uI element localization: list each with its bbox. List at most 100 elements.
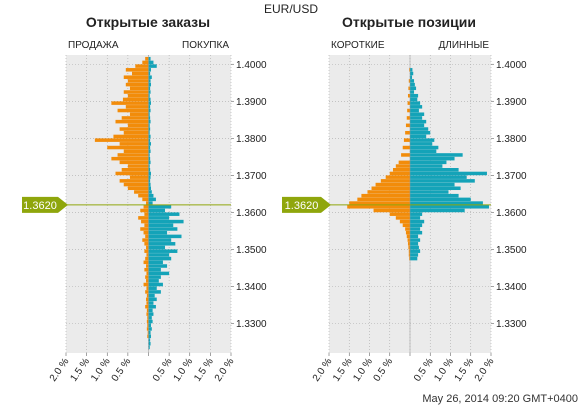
x-tick-label: 1.5 %: [68, 356, 92, 383]
bar-right: [148, 319, 153, 324]
bar-left: [113, 134, 149, 139]
bar-left: [143, 205, 149, 209]
bar-right: [410, 156, 455, 161]
bar-right: [410, 212, 423, 216]
bar-right: [148, 197, 156, 202]
bar-left: [145, 256, 149, 261]
bar-left: [399, 219, 410, 224]
bar-right: [410, 249, 421, 253]
bar-left: [147, 334, 149, 339]
bar-left: [385, 175, 410, 179]
bar-right: [148, 290, 161, 294]
bar-right: [148, 68, 151, 72]
current-price-tag: [282, 196, 331, 213]
bar-right: [148, 208, 165, 213]
bar-left: [146, 301, 149, 305]
bar-right: [148, 179, 151, 183]
bar-left: [145, 290, 149, 294]
bar-left: [347, 205, 410, 209]
bar-right: [410, 164, 443, 168]
bar-left: [405, 230, 410, 235]
bar-right: [148, 153, 150, 157]
y-tick-label: 1.3300: [236, 319, 267, 330]
y-tick-label: 1.3600: [236, 208, 267, 219]
bar-left: [349, 201, 410, 205]
current-price-label: 1.3620: [23, 200, 57, 212]
y-tick-label: 1.3300: [496, 319, 527, 330]
bar-left: [373, 208, 410, 213]
y-tick-label: 1.3700: [236, 171, 267, 182]
bar-left: [129, 175, 149, 179]
bar-left: [361, 193, 410, 198]
bar-right: [410, 75, 413, 79]
bar-right: [148, 216, 170, 220]
bar-right: [410, 190, 449, 194]
bar-right: [148, 123, 150, 128]
bar-right: [410, 193, 459, 198]
bar-right: [410, 79, 415, 83]
bar-left: [406, 116, 410, 120]
bar-right: [410, 253, 419, 257]
x-tick-label: 0.5 %: [412, 356, 436, 383]
bar-left: [147, 330, 149, 335]
bar-left: [127, 186, 149, 191]
bar-left: [389, 212, 410, 216]
bar-left: [121, 116, 149, 120]
bar-left: [144, 223, 149, 228]
bar-right: [410, 227, 421, 231]
bar-left: [119, 142, 149, 146]
bar-left: [405, 130, 410, 135]
bar-left: [111, 156, 149, 161]
bar-left: [129, 112, 149, 116]
bar-right: [410, 82, 415, 87]
bar-right: [410, 130, 431, 135]
bar-right: [410, 116, 423, 120]
bar-left: [395, 216, 410, 220]
bar-left: [146, 279, 149, 283]
bar-right: [410, 179, 475, 183]
bar-right: [148, 345, 150, 350]
bar-left: [123, 75, 149, 79]
bar-right: [410, 149, 437, 154]
bar-right: [148, 282, 163, 287]
bar-left: [122, 97, 149, 102]
bar-left: [115, 171, 149, 176]
bar-right: [410, 112, 425, 116]
bar-right: [148, 297, 157, 302]
bar-right: [410, 97, 418, 102]
bar-right: [148, 134, 151, 139]
bar-right: [148, 90, 151, 94]
bar-right: [148, 249, 178, 253]
x-tick-label: 2.0 %: [48, 356, 72, 383]
bar-left: [123, 149, 149, 154]
bar-left: [129, 86, 149, 91]
bar-right: [410, 105, 423, 109]
right-side-label: ДЛИННЫЕ: [439, 40, 490, 51]
bar-right: [410, 127, 429, 131]
bar-right: [148, 112, 150, 116]
x-tick-label: 1.5 %: [453, 356, 477, 383]
bar-right: [148, 245, 165, 250]
timestamp: May 26, 2014 09:20 GMT+0400: [422, 393, 578, 405]
bar-left: [119, 127, 149, 131]
bar-right: [410, 245, 419, 250]
bar-left: [401, 153, 410, 157]
bar-right: [410, 123, 425, 128]
bar-left: [408, 79, 410, 83]
bar-left: [144, 212, 149, 216]
bar-left: [405, 227, 410, 231]
bar-left: [146, 286, 149, 290]
bar-left: [357, 197, 410, 202]
bar-left: [145, 56, 149, 61]
bar-right: [148, 75, 152, 79]
bar-right: [148, 138, 151, 142]
bar-right: [148, 86, 151, 91]
bar-right: [410, 208, 465, 213]
y-tick-label: 1.3700: [496, 171, 527, 182]
bar-right: [410, 223, 423, 228]
bar-left: [140, 208, 149, 213]
right-side-label: ПОКУПКА: [182, 40, 229, 51]
bar-right: [410, 171, 487, 176]
bar-right: [410, 153, 463, 157]
